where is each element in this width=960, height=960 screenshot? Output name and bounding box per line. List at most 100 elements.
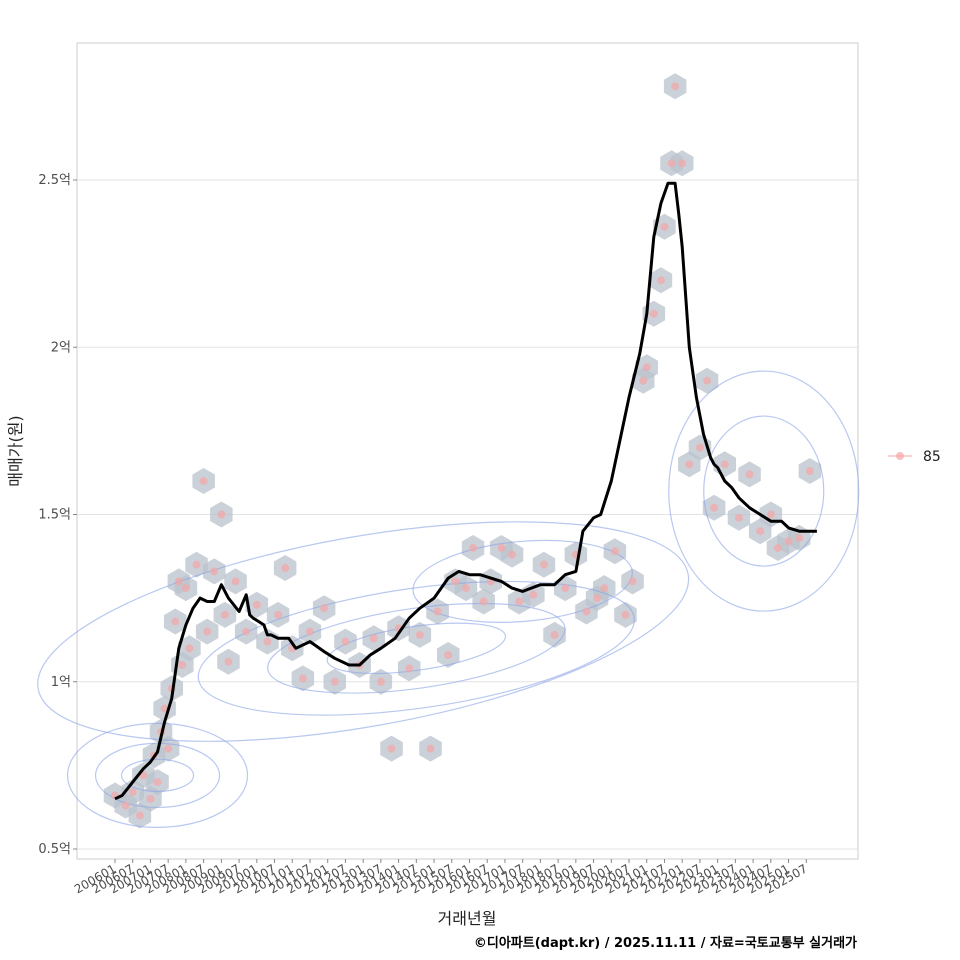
legend-label: 85 — [923, 449, 941, 465]
transaction-point — [178, 661, 187, 670]
transaction-point — [444, 650, 453, 659]
caption: ©디아파트(dapt.kr) / 2025.11.11 / 자료=국토교통부 실… — [474, 935, 857, 951]
transaction-point — [217, 510, 226, 519]
contour-line — [412, 539, 633, 623]
x-axis-title: 거래년월 — [438, 909, 497, 928]
transaction-point — [263, 637, 272, 646]
transaction-point — [756, 527, 765, 536]
transaction-point — [224, 657, 233, 666]
transaction-point — [281, 564, 290, 573]
transaction-point — [231, 577, 240, 586]
transaction-point — [667, 159, 676, 168]
transaction-point — [671, 82, 680, 91]
transaction-point — [678, 159, 687, 168]
contour-line — [668, 370, 860, 612]
transaction-point — [153, 778, 162, 787]
transaction-point — [685, 460, 694, 469]
transaction-point — [387, 744, 396, 753]
transaction-point — [469, 543, 478, 552]
transaction-point — [649, 309, 658, 318]
contour-line — [267, 602, 566, 694]
transaction-point — [497, 543, 506, 552]
transaction-point — [164, 744, 173, 753]
transaction-point — [174, 577, 183, 586]
transaction-point — [703, 376, 712, 385]
transaction-point — [426, 744, 435, 753]
transaction-point — [720, 460, 729, 469]
transaction-point — [734, 513, 743, 522]
transaction-point — [628, 577, 637, 586]
contour-line — [197, 580, 635, 716]
hexbin-layer — [103, 73, 822, 829]
transaction-point — [593, 594, 602, 603]
transaction-point — [773, 543, 782, 552]
transaction-point — [805, 467, 814, 476]
transaction-point — [784, 537, 793, 546]
transaction-point — [415, 630, 424, 639]
density-contours — [37, 370, 860, 829]
transaction-point — [210, 567, 219, 576]
transaction-point — [252, 600, 261, 609]
transaction-point — [192, 560, 201, 569]
transaction-point — [451, 577, 460, 586]
transaction-point — [539, 560, 548, 569]
transaction-point — [745, 470, 754, 479]
transaction-point — [135, 811, 144, 820]
transaction-point — [181, 584, 190, 593]
y-axis-title: 매매가(원) — [6, 415, 25, 486]
transaction-point — [369, 634, 378, 643]
grid-lines — [77, 179, 858, 850]
contour-line — [94, 742, 221, 809]
transaction-point — [582, 607, 591, 616]
transaction-point — [461, 584, 470, 593]
y-tick-label: 1억 — [51, 675, 71, 690]
transaction-point — [515, 597, 524, 606]
y-axis-ticks: 0.5억 1억 1.5억 2억 2.5억 — [38, 173, 77, 857]
transaction-point — [639, 376, 648, 385]
transaction-point — [320, 604, 329, 613]
transaction-point — [242, 627, 251, 636]
transaction-point — [695, 443, 704, 452]
y-tick-label: 0.5억 — [38, 842, 71, 857]
transaction-point — [656, 276, 665, 285]
transaction-point — [710, 503, 719, 512]
plot-panel — [76, 42, 859, 860]
x-axis-ticks: 2006012006072007012007072008012008072009… — [72, 859, 810, 897]
legend-swatch-point — [896, 452, 904, 460]
contour-line — [326, 622, 507, 675]
transaction-point — [199, 477, 208, 486]
transaction-point — [185, 644, 194, 653]
transaction-point — [220, 610, 229, 619]
y-tick-label: 2억 — [51, 340, 71, 355]
transaction-point — [203, 627, 212, 636]
contour-line — [37, 521, 690, 742]
transaction-point — [766, 510, 775, 519]
transaction-point — [146, 794, 155, 803]
transaction-point — [600, 584, 609, 593]
contour-line — [703, 415, 825, 567]
transaction-point — [610, 547, 619, 556]
transaction-point — [550, 630, 559, 639]
transaction-point — [121, 801, 130, 810]
transaction-point — [508, 550, 517, 559]
transaction-point — [795, 533, 804, 542]
transaction-point — [479, 597, 488, 606]
transaction-point — [128, 788, 137, 797]
moving-average-line — [114, 181, 817, 801]
contour-line — [120, 758, 195, 793]
transaction-point — [621, 610, 630, 619]
y-tick-label: 2.5억 — [38, 173, 71, 188]
contour-line — [66, 722, 249, 829]
transaction-point — [298, 674, 307, 683]
transaction-point — [433, 607, 442, 616]
transaction-point — [305, 627, 314, 636]
transaction-point — [274, 610, 283, 619]
transaction-point — [330, 677, 339, 686]
transaction-point — [341, 637, 350, 646]
transaction-point — [529, 590, 538, 599]
legend: 85 — [888, 449, 941, 465]
transaction-point — [642, 363, 651, 372]
transaction-point — [376, 677, 385, 686]
transaction-point — [660, 222, 669, 231]
y-tick-label: 1.5억 — [38, 508, 71, 523]
